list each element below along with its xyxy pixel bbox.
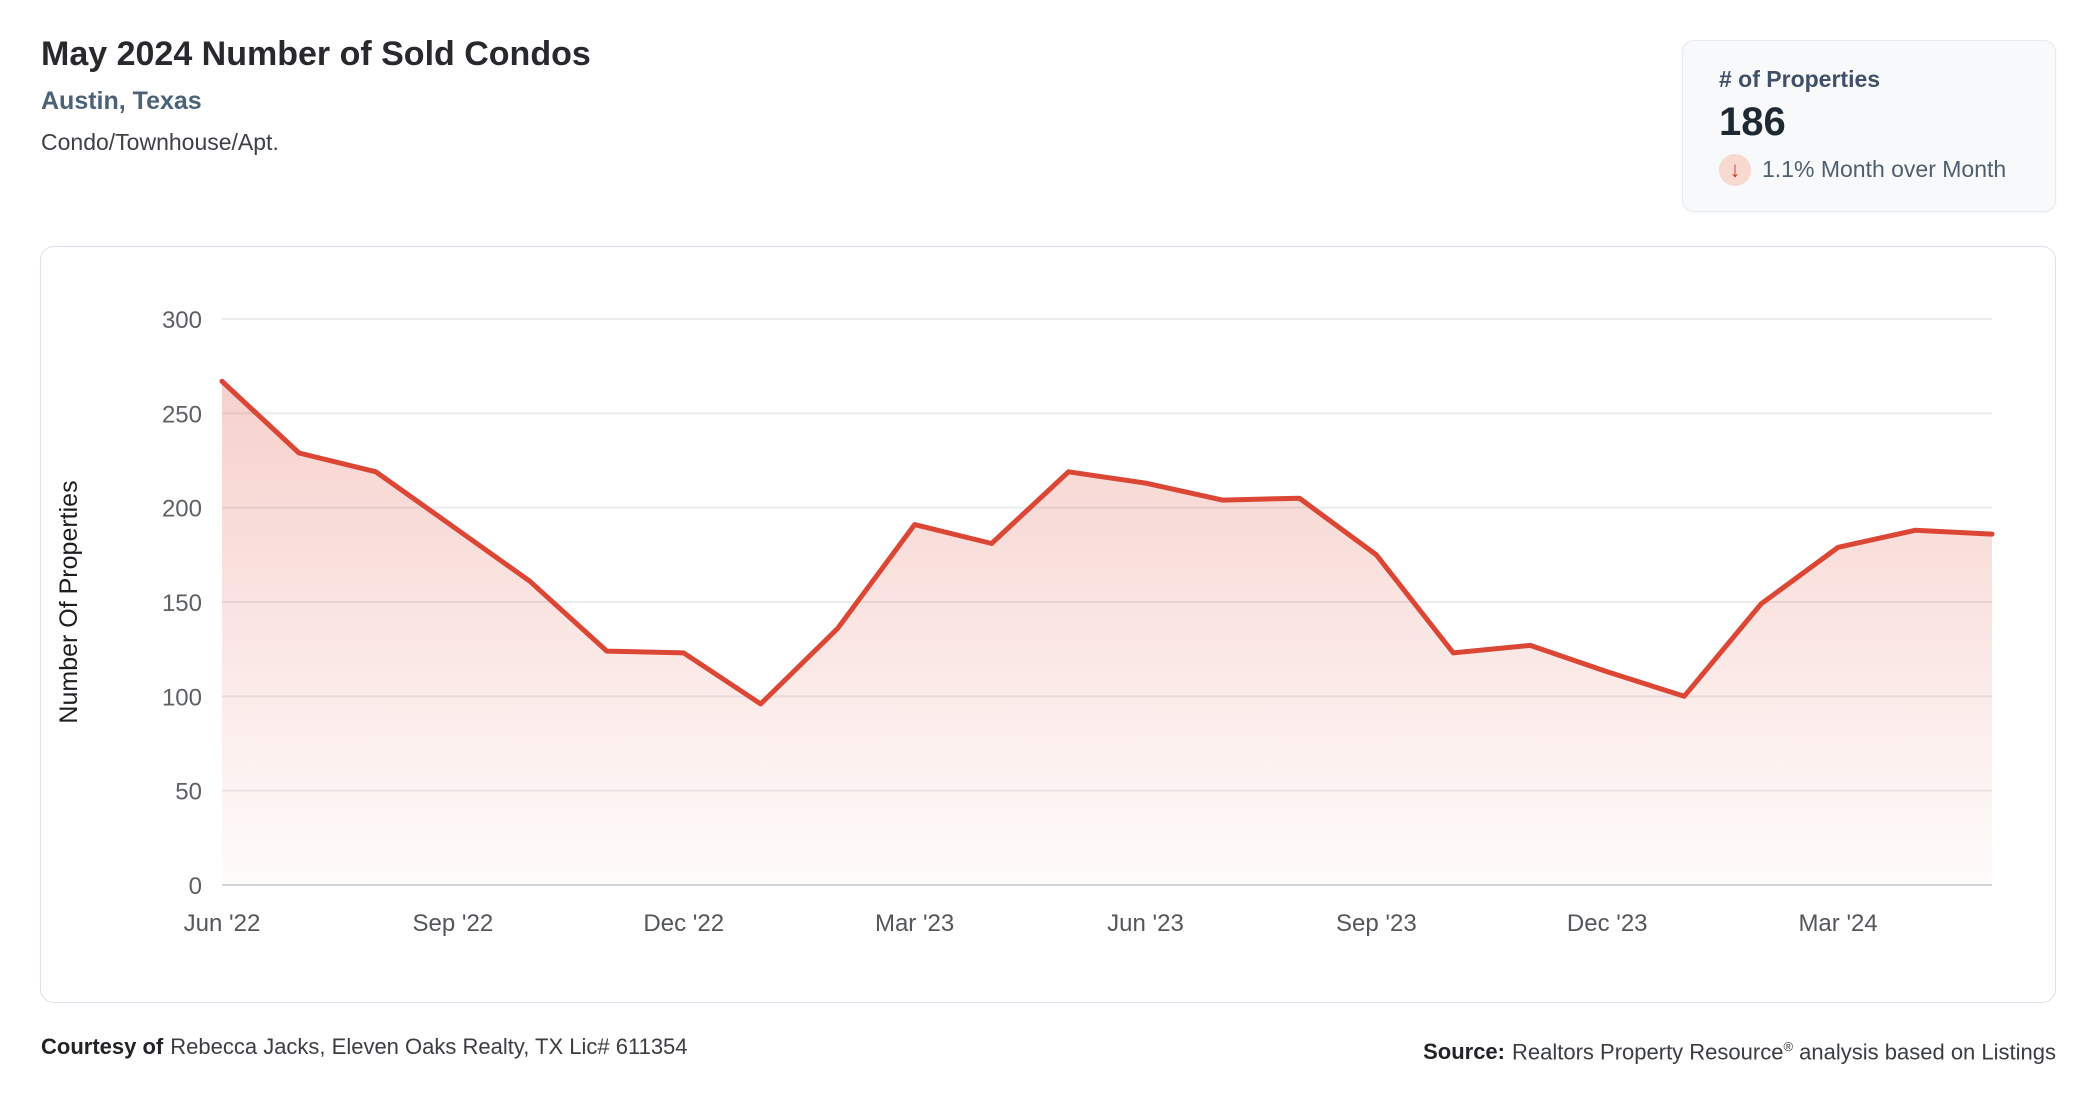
property-type-subtitle: Condo/Townhouse/Apt. (41, 128, 279, 155)
stat-label: # of Properties (1719, 66, 1881, 92)
source-note: Source: Realtors Property Resource® analy… (1423, 1032, 2056, 1067)
source-text: Realtors Property Resource (1512, 1039, 1784, 1065)
location-subtitle: Austin, Texas (41, 86, 202, 115)
source-label: Source: (1423, 1039, 1505, 1065)
y-tick-label: 50 (175, 779, 202, 806)
properties-stat-card: # of Properties 186 ↓ 1.1% Month over Mo… (1682, 40, 2056, 212)
chart-line (219, 378, 1995, 707)
y-tick-label: 0 (189, 873, 202, 900)
arrow-down-icon: ↓ (1719, 153, 1751, 186)
change-text: 1.1% Month over Month (1762, 156, 2007, 183)
courtesy-label: Courtesy of (41, 1034, 164, 1059)
x-tick-label: Jun '22 (184, 910, 261, 937)
stat-value: 186 (1719, 99, 1786, 144)
y-axis-title: Number Of Properties (55, 480, 83, 723)
y-tick-label: 150 (162, 590, 202, 617)
sold-condos-area-chart[interactable]: 0 50 100 150 200 250 300 Jun '22 Sep '22 Dec '22 M… (41, 247, 2055, 1002)
sold-condos-chart-panel: 0 50 100 150 200 250 300 Jun '22 Sep '22 Dec '22 M… (40, 246, 2056, 1003)
x-tick-label: Dec '22 (643, 910, 724, 937)
page-title: May 2024 Number of Sold Condos (41, 35, 591, 73)
x-tick-label: Jun '23 (1107, 910, 1184, 937)
x-tick-label: Dec '23 (1567, 910, 1648, 937)
x-tick-label: Mar '23 (875, 910, 954, 937)
y-tick-label: 100 (162, 684, 202, 711)
x-tick-label: Sep '23 (1336, 910, 1417, 937)
courtesy-text: Rebecca Jacks, Eleven Oaks Realty, TX Li… (170, 1034, 688, 1059)
report-header: May 2024 Number of Sold Condos Austin, T… (41, 34, 591, 156)
x-tick-label: Mar '24 (1798, 910, 1877, 937)
month-over-month-change: ↓ 1.1% Month over Month (1719, 153, 2055, 186)
y-tick-label: 250 (162, 401, 202, 428)
source-text-tail: analysis based on Listings (1799, 1039, 2056, 1065)
x-tick-label: Sep '22 (413, 910, 494, 937)
y-tick-label: 200 (162, 496, 202, 523)
registered-trademark-symbol: ® (1783, 1039, 1794, 1054)
courtesy-note: Courtesy of Rebecca Jacks, Eleven Oaks Re… (41, 1032, 688, 1062)
y-tick-label: 300 (162, 307, 202, 334)
chart-area-fill (222, 381, 1992, 885)
